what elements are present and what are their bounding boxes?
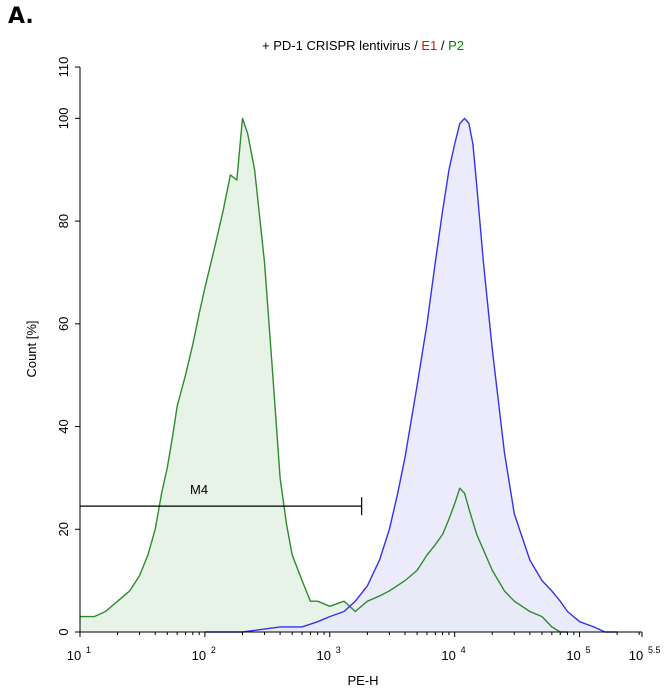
x-tick-exponent: 3 [336,645,341,655]
x-tick-label: 10 [317,648,331,663]
panel-label: A. [8,4,34,29]
series-line-p2 [80,117,568,633]
gate-m4-label: M4 [190,482,208,497]
x-tick-label: 10 [67,648,81,663]
x-tick-exponent: 2 [211,645,216,655]
y-tick-label: 110 [56,57,71,78]
y-tick-label: 80 [56,214,71,228]
series-line-series-2 [204,117,618,633]
title-p2: P2 [448,38,464,53]
x-tick-label: 10 [441,648,455,663]
title-sep: / [437,38,448,53]
x-tick-label: 10 [566,648,580,663]
y-tick-label: 100 [56,108,71,130]
x-tick-label: 10 [629,648,643,663]
y-axis-label: Count [%] [24,320,39,377]
x-tick-exponent: 1 [86,645,91,655]
x-tick-exponent: 4 [461,645,466,655]
x-tick-label: 10 [192,648,206,663]
series-fills [80,118,618,632]
y-tick-label: 0 [56,628,71,635]
y-ticks: 0 20 40 60 80 100 110 [56,57,80,636]
axes [79,67,642,633]
y-tick-label: 20 [56,522,71,536]
title-prefix: + PD-1 CRISPR lentivirus / [262,38,421,53]
series-area-p2 [80,118,568,632]
y-tick-label: 40 [56,419,71,433]
chart-title: + PD-1 CRISPR lentivirus / E1 / P2 [262,38,464,53]
title-e1: E1 [421,38,437,53]
y-tick-label: 60 [56,317,71,331]
x-ticks: 10 1 10 2 10 3 10 4 10 5 10 5.5 [67,632,661,663]
series-lines [80,117,618,633]
annotations: M4 [80,482,363,516]
series-area-series-2 [204,118,618,632]
x-tick-exponent: 5 [586,645,591,655]
x-axis-label: PE-H [347,673,378,688]
x-tick-exponent: 5.5 [648,645,661,655]
